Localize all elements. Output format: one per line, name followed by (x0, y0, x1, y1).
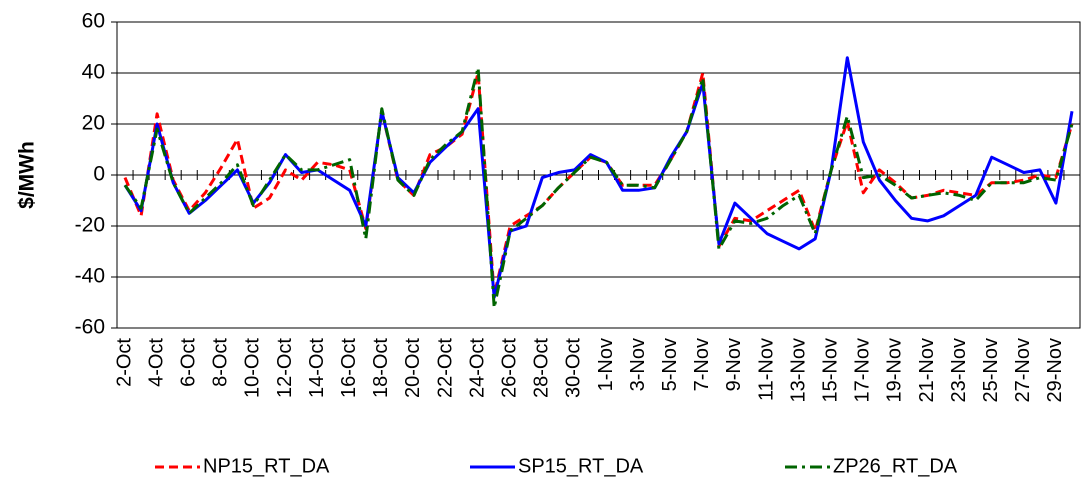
y-tick-label: 0 (93, 163, 105, 186)
x-tick-label: 27-Nov (1012, 338, 1034, 402)
x-tick-label: 8-Oct (210, 338, 232, 387)
x-tick-label: 15-Nov (820, 338, 842, 402)
x-tick-label: 6-Oct (178, 338, 200, 387)
y-tick-label: 20 (82, 112, 105, 135)
x-tick-label: 9-Nov (723, 338, 745, 391)
x-tick-label: 7-Nov (691, 338, 713, 391)
x-tick-label: 28-Oct (531, 338, 553, 398)
y-tick-label: -60 (75, 316, 105, 339)
x-tick-label: 11-Nov (755, 338, 777, 401)
x-tick-label: 10-Oct (242, 338, 264, 398)
y-tick-label: -20 (75, 214, 105, 237)
y-tick-label: 40 (82, 61, 105, 84)
x-tick-label: 2-Oct (113, 338, 135, 387)
x-tick-label: 14-Oct (306, 338, 328, 398)
x-tick-label: 5-Nov (659, 338, 681, 391)
x-tick-label: 12-Oct (274, 338, 296, 398)
x-tick-label: 29-Nov (1044, 338, 1066, 402)
x-tick-label: 16-Oct (338, 338, 360, 398)
x-tick-label: 19-Nov (884, 338, 906, 402)
legend-label: SP15_RT_DA (518, 455, 644, 477)
legend-label: ZP26_RT_DA (833, 455, 958, 477)
x-tick-label: 22-Oct (434, 338, 456, 398)
x-tick-label: 23-Nov (948, 338, 970, 402)
x-tick-label: 13-Nov (787, 338, 809, 402)
x-tick-label: 1-Nov (595, 338, 617, 391)
x-tick-label: 25-Nov (980, 338, 1002, 402)
series-line (123, 66, 1074, 310)
x-tick-label: 4-Oct (145, 338, 167, 387)
y-axis-label: $/MWh (16, 141, 39, 209)
x-tick-label: 21-Nov (916, 338, 938, 402)
x-tick-label: 18-Oct (370, 338, 392, 398)
y-tick-label: -40 (75, 265, 105, 288)
x-tick-label: 3-Nov (627, 338, 649, 391)
x-tick-label: 26-Oct (499, 338, 521, 398)
x-tick-label: 30-Oct (563, 338, 585, 398)
y-tick-label: 60 (82, 10, 105, 33)
x-tick-label: 20-Oct (402, 338, 424, 398)
legend-label: NP15_RT_DA (203, 455, 330, 477)
x-tick-label: 17-Nov (852, 338, 874, 402)
x-tick-label: 24-Oct (466, 338, 488, 398)
